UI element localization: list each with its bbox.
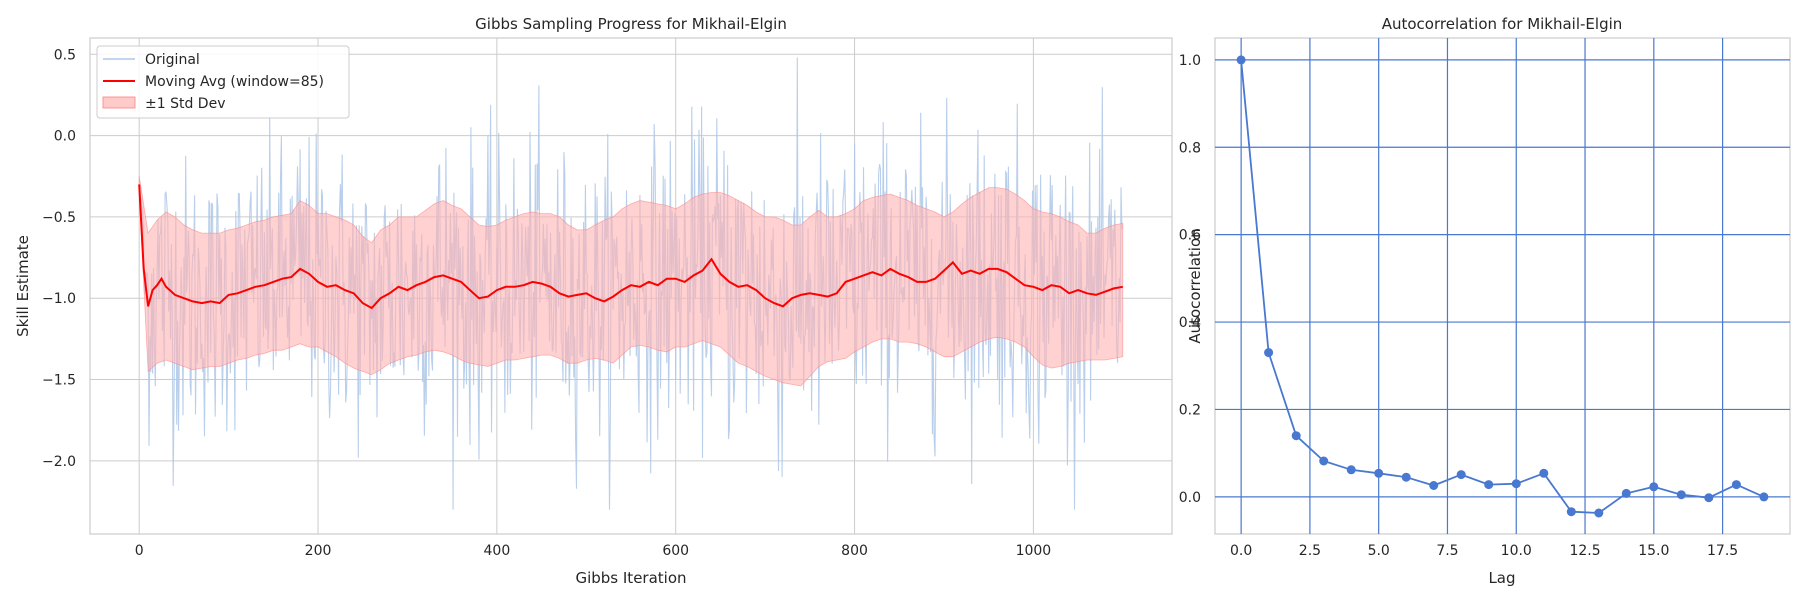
moving-avg-line: [138, 184, 1123, 310]
right-x-tick-label: 10.0: [1501, 543, 1532, 559]
left-y-axis-label: Skill Estimate: [14, 235, 32, 337]
left-y-tick-label: −0.5: [42, 210, 76, 226]
right-x-tick-label: 7.5: [1436, 543, 1458, 559]
right-y-tick-label: 0.0: [1179, 490, 1201, 506]
right-x-tick-label: 12.5: [1569, 543, 1600, 559]
right-grid: [1215, 38, 1790, 534]
legend-moving-avg-label: Moving Avg (window=85): [145, 74, 324, 90]
right-x-axis-label: Lag: [1488, 569, 1515, 587]
autocorrelation-point: [1374, 468, 1384, 478]
std-band-area: [138, 176, 1124, 387]
right-x-tick-label: 17.5: [1707, 543, 1738, 559]
right-plot-frame: [1214, 37, 1791, 535]
autocorrelation-point: [1236, 55, 1246, 65]
left-x-tick-label: 0: [135, 543, 144, 559]
left-y-tick-label: −1.5: [42, 373, 76, 389]
left-x-tick-label: 200: [305, 543, 332, 559]
legend-std-band-swatch: [102, 96, 136, 109]
autocorrelation-point: [1676, 490, 1686, 500]
left-y-tick-label: 0.0: [54, 129, 76, 145]
left-x-axis-label: Gibbs Iteration: [575, 569, 686, 587]
right-y-tick-label: 0.4: [1179, 315, 1201, 331]
left-y-tick-label: 0.5: [54, 47, 76, 63]
left-chart-panel: 0 200 400 600 800 10000.50.0−0.5−1.0−1.5−2.0 …: [14, 15, 1173, 587]
autocorrelation-series: [1236, 55, 1769, 518]
left-y-tick-label: −1.0: [42, 291, 76, 307]
right-x-tick-label: 15.0: [1638, 543, 1669, 559]
left-tick-labels: 0 200 400 600 800 1000 0.5 0.0 −0.5 −1.0 −1.5 −2.0: [42, 47, 1051, 559]
autocorrelation-point: [1621, 488, 1631, 498]
left-x-tick-label: 400: [484, 543, 511, 559]
autocorrelation-point: [1484, 480, 1494, 490]
moving-avg-series: [138, 184, 1123, 310]
right-y-tick-label: 0.2: [1179, 402, 1201, 418]
right-x-tick-label: 0.0: [1230, 543, 1252, 559]
left-x-tick-label: 600: [662, 543, 689, 559]
left-chart-title: Gibbs Sampling Progress for Mikhail-Elgi…: [475, 15, 787, 33]
autocorrelation-point: [1759, 492, 1769, 502]
autocorrelation-point: [1731, 480, 1741, 490]
legend-std-band-label: ±1 Std Dev: [145, 96, 225, 112]
right-y-tick-label: 0.6: [1179, 228, 1201, 244]
legend-box: [96, 45, 350, 119]
autocorrelation-point: [1401, 472, 1411, 482]
std-band-series: [138, 176, 1124, 387]
autocorrelation-point: [1704, 493, 1714, 503]
autocorrelation-point: [1346, 465, 1356, 475]
left-x-tick-label: 1000: [1016, 543, 1052, 559]
right-chart-title: Autocorrelation for Mikhail-Elgin: [1382, 15, 1623, 33]
autocorrelation-point: [1456, 470, 1466, 480]
autocorrelation-line: [1240, 59, 1765, 514]
autocorrelation-point: [1291, 431, 1301, 441]
autocorrelation-point: [1566, 507, 1576, 517]
left-y-tick-label: −2.0: [42, 454, 76, 470]
autocorrelation-point: [1264, 348, 1274, 358]
right-y-axis-label: Autocorrelation: [1186, 228, 1204, 343]
autocorrelation-point: [1429, 481, 1439, 490]
autocorrelation-point: [1649, 482, 1659, 492]
right-y-tick-label: 1.0: [1179, 53, 1201, 69]
right-chart-panel: 0.0 2.5 5.0 7.5 10.0 12.5 15.0 17.5 0.0 0.2 0.4 0.6…: [1179, 15, 1791, 587]
right-x-tick-label: 2.5: [1299, 543, 1321, 559]
autocorrelation-point: [1511, 479, 1521, 489]
legend: Original Moving Avg (window=85) ±1 Std D…: [96, 45, 350, 119]
autocorrelation-point: [1539, 468, 1549, 478]
right-tick-labels: 0.0 2.5 5.0 7.5 10.0 12.5 15.0 17.5 0.0 0.2 0.4 0.6…: [1179, 53, 1738, 559]
autocorrelation-point: [1319, 456, 1329, 466]
legend-original-label: Original: [145, 52, 200, 68]
right-y-tick-label: 0.8: [1179, 140, 1201, 156]
autocorrelation-point: [1594, 508, 1604, 518]
right-x-tick-label: 5.0: [1368, 543, 1390, 559]
left-x-tick-label: 800: [841, 543, 868, 559]
